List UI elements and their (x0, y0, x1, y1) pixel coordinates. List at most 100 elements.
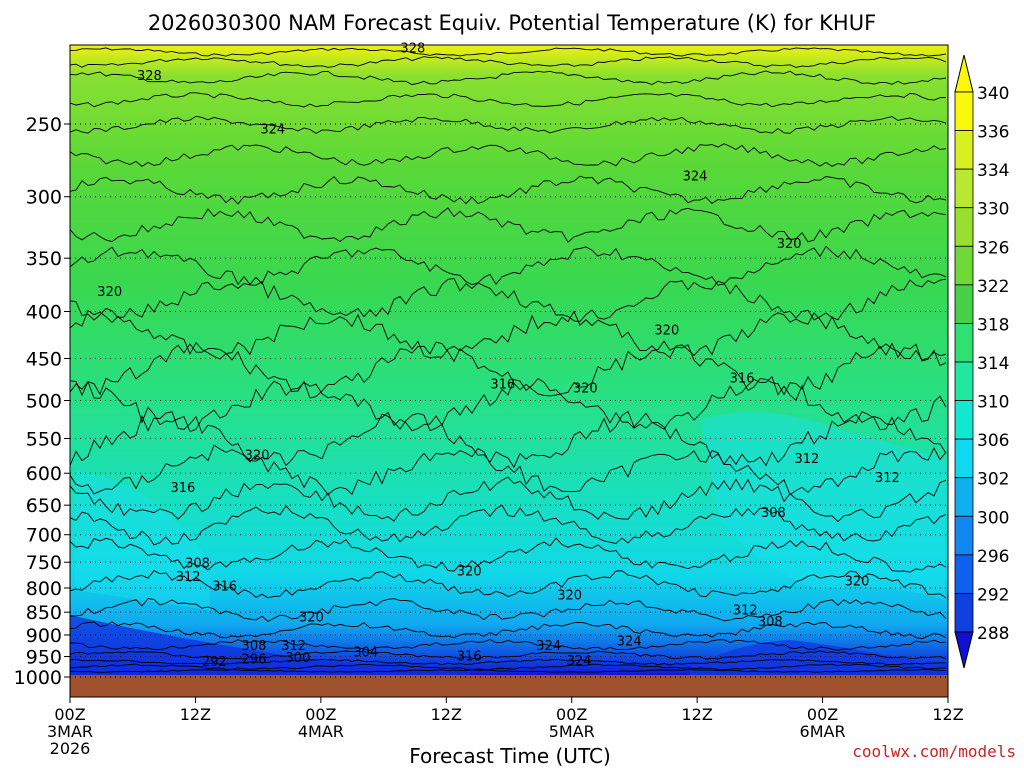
contour-label: 312 (281, 639, 306, 654)
contour-line (69, 278, 947, 322)
contour-line (69, 410, 947, 469)
x-tick-label: 12Z (681, 705, 712, 724)
x-tick-label: 00Z (305, 705, 336, 724)
contour-line (69, 621, 947, 640)
colorbar-swatch (954, 515, 974, 556)
contour-line (69, 537, 947, 573)
contour-label: 308 (761, 506, 786, 521)
colorbar-max-arrow (954, 54, 974, 93)
y-tick-label: 950 (26, 647, 62, 669)
chart-title: 2026030300 NAM Forecast Equiv. Potential… (148, 11, 876, 35)
contour-label: 316 (730, 372, 755, 387)
contour-line (69, 47, 947, 57)
y-tick-label: 550 (26, 429, 62, 451)
colorbar-label: 330 (977, 200, 1009, 220)
contour-label: 320 (777, 237, 802, 252)
contour-line (69, 92, 947, 108)
colorbar-label: 310 (977, 393, 1009, 413)
contour-label: 320 (573, 381, 598, 396)
colorbar-label: 306 (977, 431, 1009, 451)
y-tick-label: 250 (26, 114, 62, 136)
colorbar-swatch (954, 361, 974, 401)
contour-label: 316 (457, 649, 482, 664)
contour-label: 324 (567, 654, 592, 669)
y-tick-label: 500 (26, 391, 62, 413)
contour-line (69, 175, 947, 205)
contour-label: 312 (794, 452, 819, 467)
y-axis: 2503003504004505005506006507007508008509… (14, 114, 70, 689)
y-tick-label: 1000 (14, 667, 62, 689)
contour-label: 296 (242, 653, 267, 668)
colorbar-label: 340 (977, 84, 1009, 104)
colorbar-swatch (954, 168, 974, 209)
colorbar-swatch (954, 400, 974, 440)
contour-label: 312 (733, 604, 758, 619)
x-tick-label: 12Z (180, 705, 211, 724)
contour-line (69, 476, 947, 523)
contour-labels: 328 328 324 324 320 320 320 320 320 320 320 320 320 3… (97, 42, 899, 671)
contour-line (69, 143, 947, 167)
contour-label: 324 (617, 634, 642, 649)
contour-label: 308 (758, 615, 783, 630)
contour-label: 316 (490, 377, 515, 392)
contour-line (69, 56, 947, 68)
y-tick-label: 850 (26, 602, 62, 624)
y-tick-label: 800 (26, 578, 62, 600)
colorbar-swatch (954, 207, 974, 247)
x-tick-label: 00Z (807, 705, 838, 724)
ground-surface (70, 675, 948, 697)
colorbar-swatch (954, 323, 974, 363)
contour-label: 324 (260, 122, 285, 137)
contour-line (69, 598, 947, 622)
x-tick-date: 4MAR (298, 722, 344, 741)
contour-line (69, 309, 947, 361)
y-tick-label: 700 (26, 525, 62, 547)
contour-line (69, 444, 947, 496)
colorbar-swatch (954, 477, 974, 517)
contour-line (69, 570, 947, 599)
contour-label: 324 (536, 639, 561, 654)
x-tick-label: 12Z (431, 705, 462, 724)
plot-area (70, 45, 948, 697)
colorbar-swatch (954, 438, 974, 479)
contour-label: 324 (683, 169, 708, 184)
contour-label: 328 (400, 42, 425, 57)
x-tick-label: 00Z (556, 705, 587, 724)
colorbar-swatch (954, 245, 974, 286)
y-tick-label: 450 (26, 348, 62, 370)
contour-line (69, 70, 947, 86)
colorbar-label: 300 (977, 508, 1009, 528)
colorbar-swatch (954, 554, 974, 594)
contour-label: 320 (97, 285, 122, 300)
contour-label: 316 (212, 579, 237, 594)
contour-line (69, 115, 947, 134)
colorbar-label: 318 (977, 315, 1009, 335)
y-tick-label: 750 (26, 552, 62, 574)
contour-line (69, 639, 947, 651)
y-tick-label: 350 (26, 248, 62, 270)
y-tick-label: 650 (26, 495, 62, 517)
plot-frame (69, 44, 949, 698)
colorbar-label: 296 (977, 547, 1009, 567)
y-tick-label: 600 (26, 463, 62, 485)
contour-label: 312 (875, 471, 900, 486)
contour-label: 316 (170, 481, 195, 496)
contour-label: 292 (202, 655, 227, 670)
colorbar-legend: 340 336 334 330 326 322 318 314 310 306 302 300 296 2… (954, 54, 1009, 669)
contour-label: 308 (185, 557, 210, 572)
contour-label: 320 (557, 588, 582, 603)
colorbar-swatch (954, 593, 974, 633)
contour-lines (69, 47, 947, 673)
contour-label: 308 (242, 639, 267, 654)
contour-line (69, 340, 947, 399)
contour-label: 300 (285, 651, 310, 666)
colorbar-label: 334 (977, 161, 1009, 181)
contour-label: 304 (353, 646, 378, 661)
contour-label: 320 (654, 324, 679, 339)
contour-line (69, 663, 946, 671)
contour-label: 320 (845, 574, 870, 589)
x-tick-date: 3MAR (47, 722, 93, 741)
colorbar-swatch (954, 130, 974, 170)
colorbar-label: 292 (977, 585, 1009, 605)
